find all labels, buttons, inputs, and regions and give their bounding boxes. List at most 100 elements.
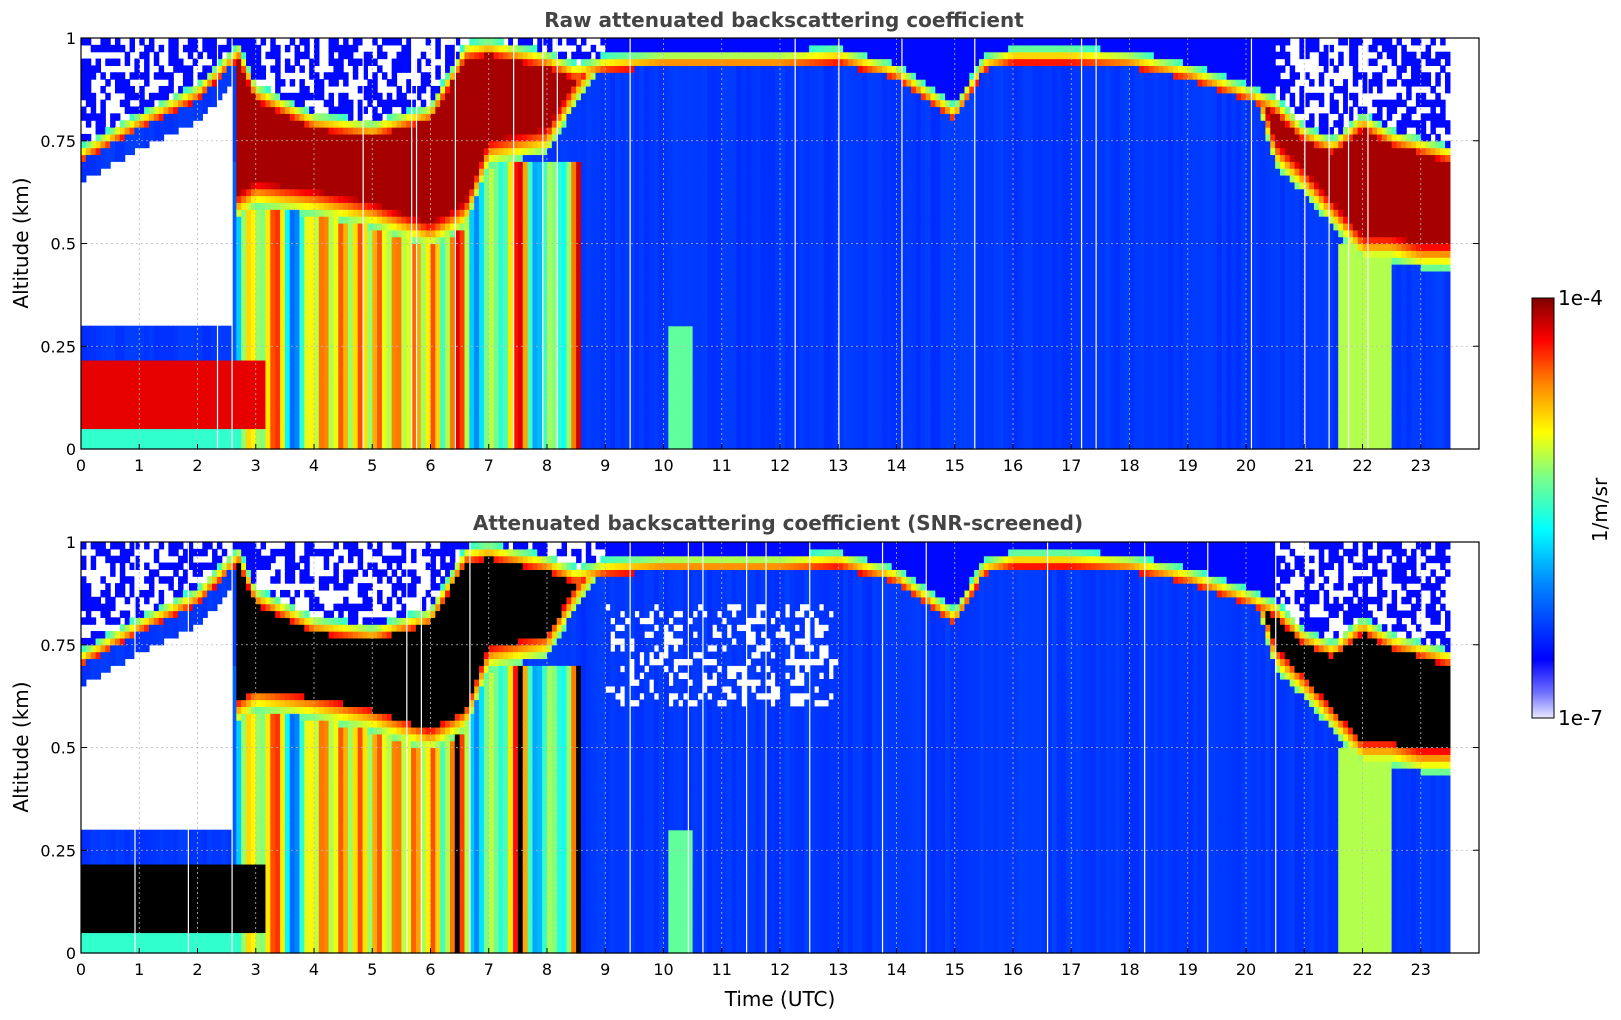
heatmap-cell <box>528 415 533 422</box>
heatmap-cell <box>498 257 503 264</box>
heatmap-cell <box>494 346 499 353</box>
heatmap-cell <box>139 127 144 134</box>
heatmap-cell <box>120 401 125 408</box>
heatmap-cell <box>421 387 426 394</box>
heatmap-cell <box>125 148 130 155</box>
heatmap-cell <box>382 189 387 196</box>
heatmap-cell <box>421 415 426 422</box>
heatmap-cell <box>392 278 397 285</box>
heatmap-cell <box>338 319 343 326</box>
heatmap-cell <box>498 271 503 278</box>
heatmap-cell <box>474 79 479 86</box>
heatmap-cell <box>508 120 513 127</box>
heatmap-cell <box>518 154 523 161</box>
heatmap-cell <box>299 216 304 223</box>
heatmap-cell <box>343 72 348 79</box>
heatmap-cell <box>406 333 411 340</box>
heatmap-cell <box>532 86 537 93</box>
heatmap-cell <box>494 237 499 244</box>
heatmap-cell <box>236 257 241 264</box>
heatmap-cell <box>440 333 445 340</box>
heatmap-cell <box>173 38 178 45</box>
heatmap-cell <box>397 394 402 401</box>
heatmap-cell <box>528 360 533 367</box>
heatmap-cell <box>212 93 217 100</box>
heatmap-cell <box>469 333 474 340</box>
heatmap-cell <box>358 264 363 271</box>
heatmap-cell <box>372 230 377 237</box>
heatmap-cell <box>270 216 275 223</box>
heatmap-cell <box>571 100 576 107</box>
heatmap-cell <box>532 202 537 209</box>
heatmap-cell <box>552 244 557 251</box>
heatmap-cell <box>319 79 324 86</box>
heatmap-cell <box>479 360 484 367</box>
heatmap-cell <box>222 360 227 367</box>
heatmap-cell <box>333 428 338 435</box>
heatmap-cell <box>105 45 110 52</box>
heatmap-cell <box>508 408 513 415</box>
heatmap-cell <box>353 65 358 72</box>
heatmap-cell <box>154 339 159 346</box>
heatmap-cell <box>445 291 450 298</box>
heatmap-cell <box>552 79 557 86</box>
heatmap-cell <box>236 408 241 415</box>
heatmap-cell <box>139 72 144 79</box>
heatmap-cell <box>241 250 246 257</box>
heatmap-cell <box>523 113 528 120</box>
heatmap-cell <box>295 367 300 374</box>
heatmap-cell <box>532 285 537 292</box>
heatmap-cell <box>270 339 275 346</box>
heatmap-cell <box>518 339 523 346</box>
heatmap-cell <box>474 93 479 100</box>
heatmap-cell <box>329 285 334 292</box>
heatmap-cell <box>440 161 445 168</box>
heatmap-cell <box>212 415 217 422</box>
heatmap-cell <box>261 202 266 209</box>
heatmap-cell <box>460 264 465 271</box>
heatmap-cell <box>256 408 261 415</box>
heatmap-cell <box>299 113 304 120</box>
heatmap-cell <box>397 189 402 196</box>
heatmap-cell <box>464 408 469 415</box>
heatmap-cell <box>329 100 334 107</box>
heatmap-cell <box>523 291 528 298</box>
heatmap-cell <box>256 250 261 257</box>
heatmap-cell <box>537 175 542 182</box>
heatmap-cell <box>343 141 348 148</box>
heatmap-cell <box>91 161 96 168</box>
heatmap-cell <box>450 422 455 429</box>
heatmap-cell <box>270 264 275 271</box>
heatmap-cell <box>120 346 125 353</box>
heatmap-cell <box>353 312 358 319</box>
heatmap-cell <box>236 182 241 189</box>
heatmap-cell <box>445 353 450 360</box>
heatmap-cell <box>566 264 571 271</box>
heatmap-cell <box>285 264 290 271</box>
heatmap-cell <box>421 435 426 442</box>
heatmap-cell <box>319 189 324 196</box>
heatmap-cell <box>154 381 159 388</box>
heatmap-cell <box>464 250 469 257</box>
heatmap-cell <box>343 79 348 86</box>
heatmap-cell <box>333 65 338 72</box>
heatmap-cell <box>198 387 203 394</box>
heatmap-cell <box>86 353 91 360</box>
heatmap-cell <box>566 120 571 127</box>
heatmap-cell <box>222 86 227 93</box>
heatmap-cell <box>464 216 469 223</box>
heatmap-cell <box>445 113 450 120</box>
heatmap-cell <box>406 107 411 114</box>
heatmap-cell <box>421 408 426 415</box>
heatmap-cell <box>144 141 149 148</box>
heatmap-cell <box>295 202 300 209</box>
heatmap-cell <box>508 113 513 120</box>
heatmap-cell <box>562 401 567 408</box>
heatmap-cell <box>275 202 280 209</box>
heatmap-cell <box>198 107 203 114</box>
heatmap-cell <box>474 305 479 312</box>
heatmap-cell <box>445 381 450 388</box>
heatmap-cell <box>406 209 411 216</box>
heatmap-cell <box>450 209 455 216</box>
heatmap-cell <box>479 428 484 435</box>
